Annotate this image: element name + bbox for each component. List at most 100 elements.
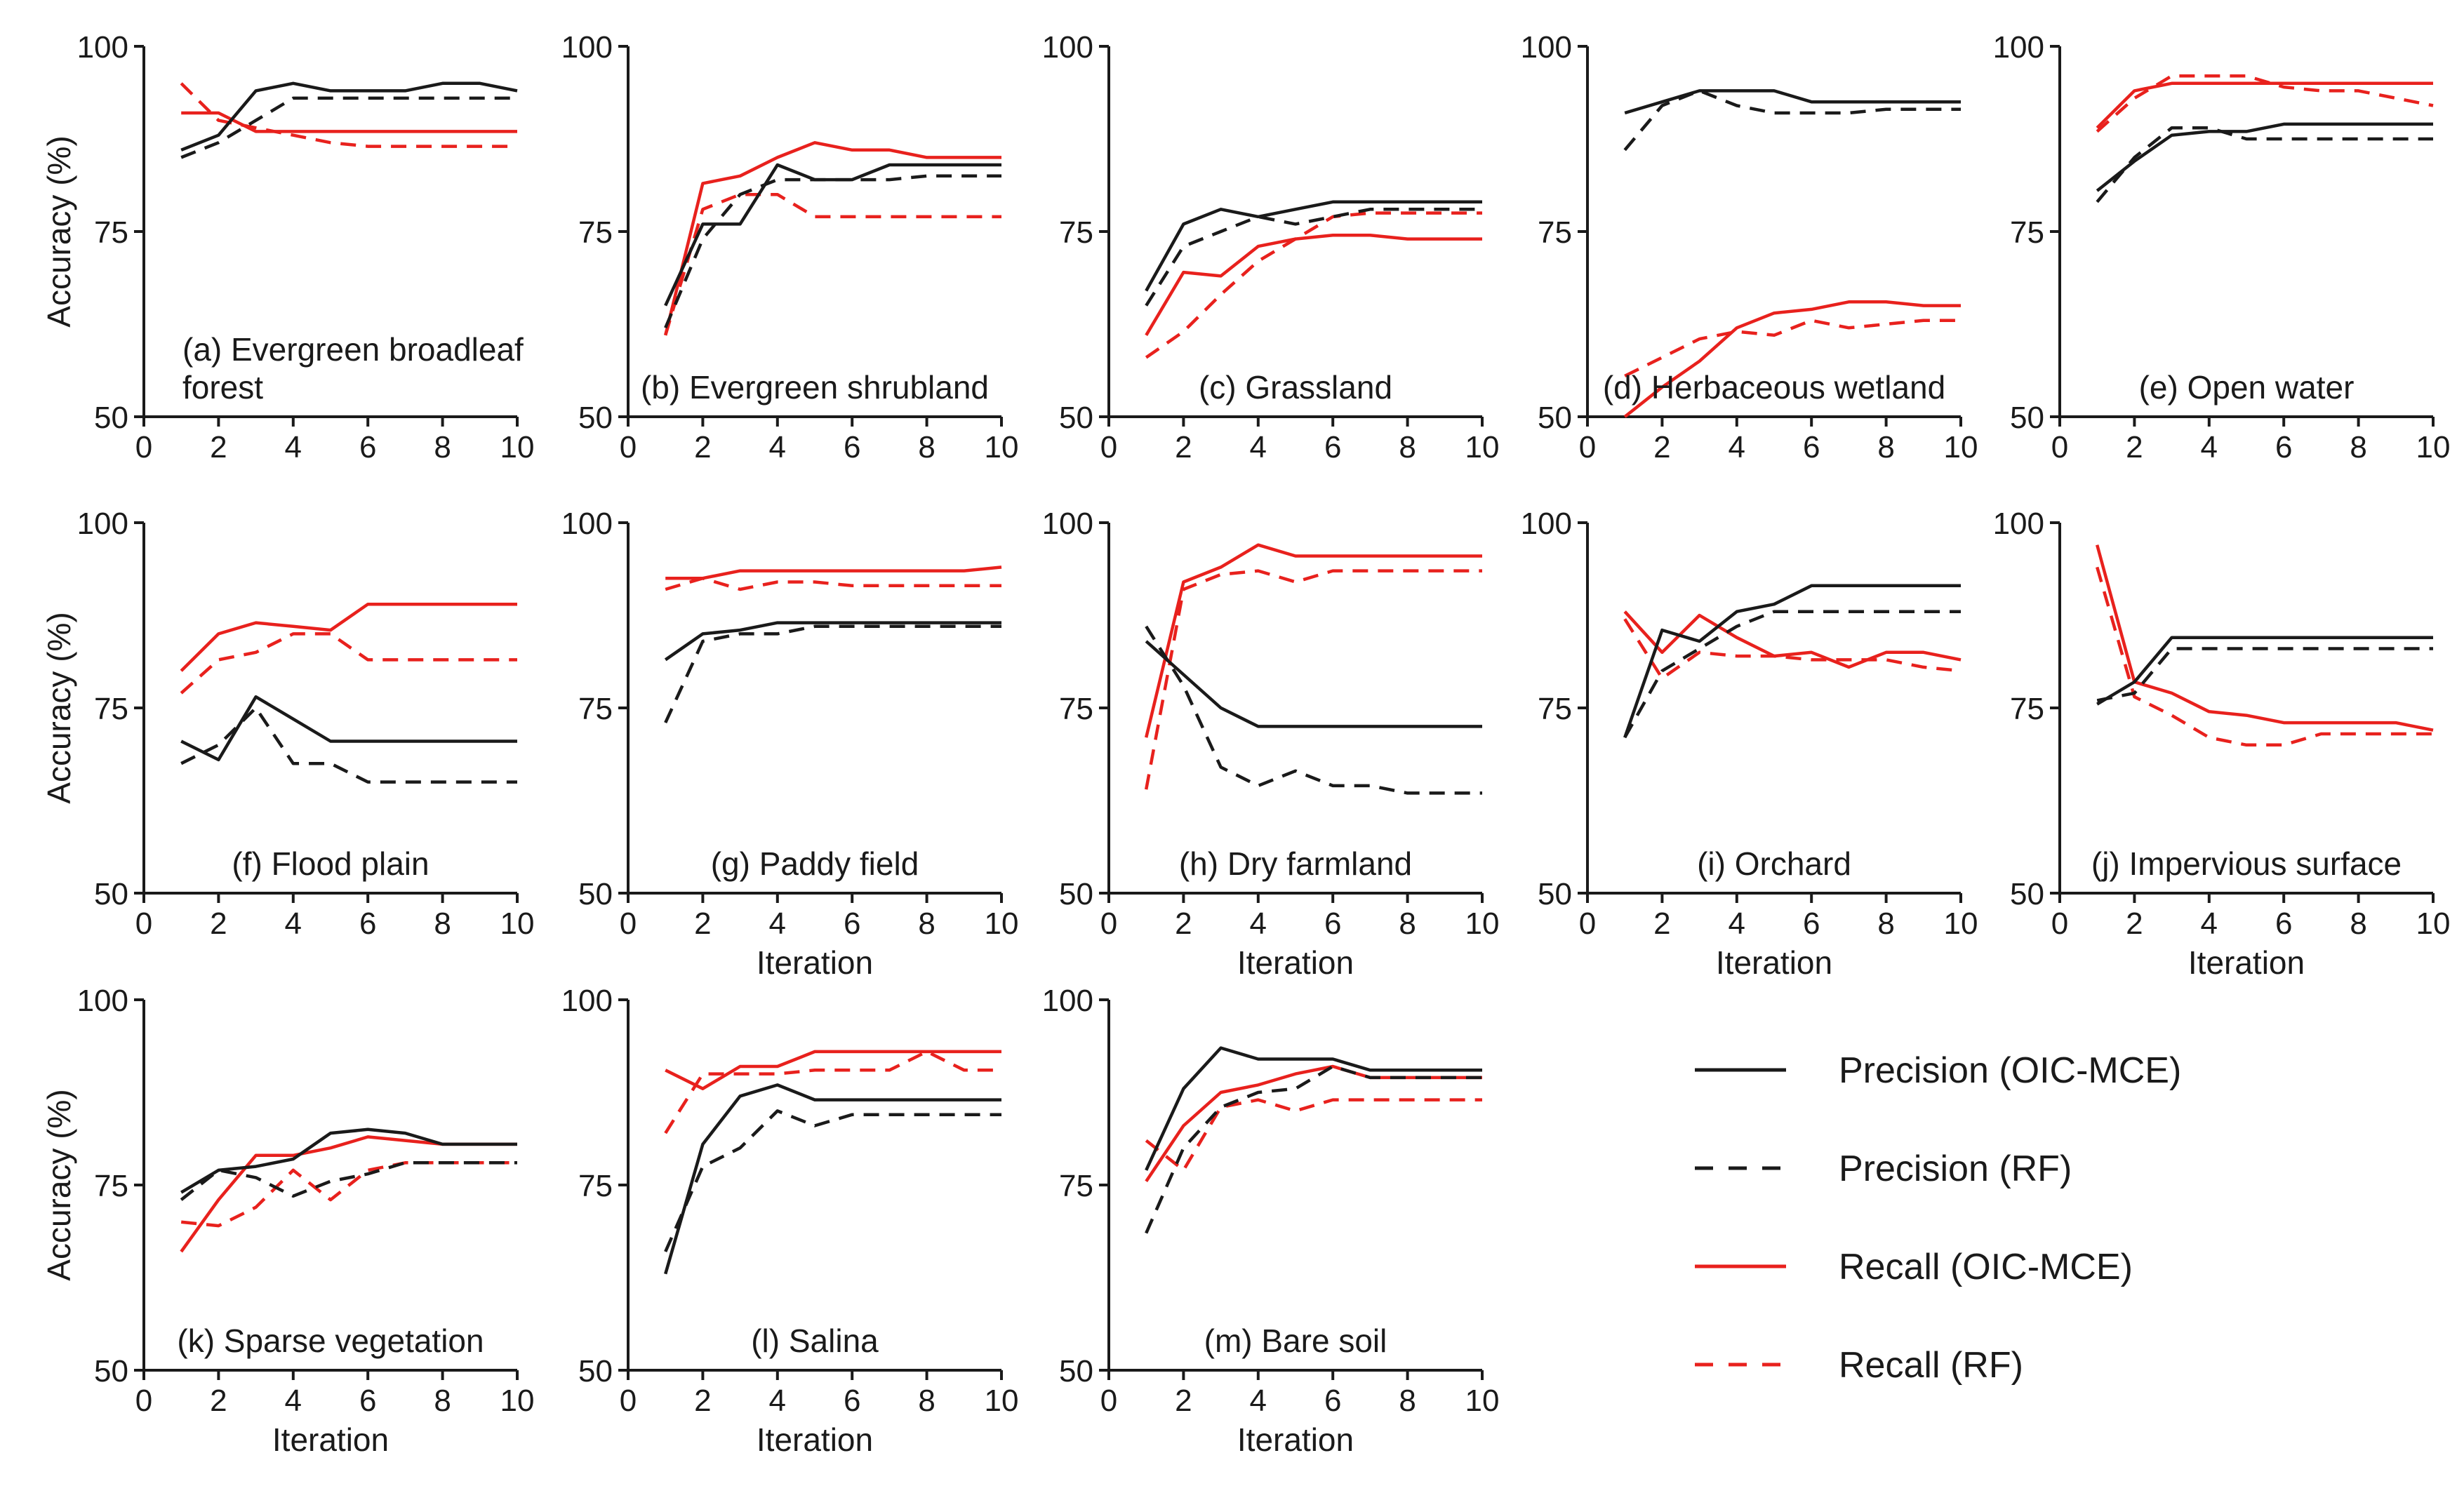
series-line-rec-rf [180,632,517,695]
x-tick-label: 10 [500,1384,535,1418]
x-axis-title: Iteration [1716,944,1832,981]
x-tick-label: 0 [620,430,637,464]
x-tick-label: 10 [1465,906,1500,941]
panel-l: 50 75 100 0 2 4 6 8 10 (l) Salina Iteration [561,984,1019,1458]
legend-item-rec-oic: Recall (OIC-MCE) [1695,1247,2133,1287]
y-tick-label: 50 [578,877,613,911]
panel-c: 50 75 100 0 2 4 6 8 10 (c) Grassland [1042,30,1500,464]
x-tick-label: 0 [620,906,637,941]
x-tick-label: 6 [359,1384,376,1418]
y-axis-title: Accuracy (%) [41,612,77,803]
series-line-prec-oic [1145,640,1482,728]
x-tick-label: 2 [210,1384,227,1418]
x-tick-label: 2 [210,906,227,941]
x-tick-label: 6 [844,906,860,941]
y-tick-label: 75 [1059,1169,1093,1203]
series-line-rec-oic [1145,1064,1482,1182]
panel-b: 50 75 100 0 2 4 6 8 10 (b) Evergreen shrubland [561,30,1019,464]
x-tick-label: 6 [844,430,860,464]
y-tick-label: 50 [94,401,128,435]
x-tick-label: 2 [694,1384,711,1418]
x-tick-label: 6 [2275,430,2292,464]
series-line-rec-oic [665,1050,1001,1090]
x-tick-label: 2 [1175,906,1192,941]
x-tick-label: 8 [2350,430,2366,464]
x-tick-label: 10 [985,1384,1019,1418]
series-line-rec-rf [2096,566,2433,747]
series-line-prec-rf [664,174,1001,329]
x-tick-label: 0 [1100,430,1117,464]
series-line-prec-oic [664,163,1001,307]
y-tick-label: 75 [578,692,613,726]
series-line-prec-rf [664,1109,1001,1252]
y-tick-label: 75 [94,692,128,726]
panel-a: 50 75 100 0 2 4 6 8 10 (a) Evergreen broadleaffor… [41,30,534,464]
series-line-prec-rf [664,624,1001,724]
x-tick-label: 6 [1324,430,1341,464]
x-tick-label: 8 [918,430,935,464]
x-tick-label: 2 [1175,430,1192,464]
x-tick-label: 10 [1944,906,1978,941]
series-line-rec-rf [1144,569,1482,790]
x-axis-title: Iteration [1237,1421,1354,1458]
y-tick-label: 100 [77,507,128,541]
y-tick-label: 100 [1042,984,1093,1018]
y-tick-label: 75 [578,215,613,250]
series-line-rec-oic [180,1135,517,1253]
y-tick-label: 75 [94,1169,128,1203]
series-line-rec-oic [664,141,1001,336]
y-tick-label: 75 [2010,215,2044,250]
x-tick-label: 6 [1803,430,1820,464]
y-axis-title: Accuracy (%) [41,1089,77,1280]
x-tick-label: 4 [2201,906,2218,941]
x-tick-label: 2 [2126,906,2143,941]
panel-label: (f) Flood plain [232,845,429,882]
x-tick-label: 6 [359,906,376,941]
panel-f: 50 75 100 0 2 4 6 8 10 (f) Flood plain Accuracy (%… [41,507,534,941]
series-line-rec-rf [1623,618,1962,681]
x-tick-label: 4 [1729,906,1745,941]
x-tick-label: 0 [1579,906,1596,941]
panel-label: (k) Sparse vegetation [177,1323,484,1359]
series-line-prec-oic [2096,122,2433,192]
series-line-prec-oic [180,695,517,762]
panel-i: 50 75 100 0 2 4 6 8 10 (i) Orchard Iteration [1521,507,1978,981]
x-axis-title: Iteration [1237,944,1354,981]
y-tick-label: 75 [94,215,128,250]
y-tick-label: 100 [561,984,613,1018]
legend: Precision (OIC-MCE) Precision (RF) Recall … [1695,1050,2181,1386]
x-tick-label: 0 [1579,430,1596,464]
panel-e: 50 75 100 0 2 4 6 8 10 (e) Open water [1993,30,2451,464]
series-line-rec-oic [1623,610,1962,669]
series-line-prec-rf [1145,1064,1482,1234]
x-tick-label: 2 [210,430,227,464]
y-tick-label: 50 [1059,401,1093,435]
y-tick-label: 75 [2010,692,2044,726]
series-line-prec-oic [1145,1046,1482,1171]
series-line-rec-rf [1145,211,1482,359]
panel-d: 50 75 100 0 2 4 6 8 10 (d) Herbaceous wetland [1521,30,1978,464]
x-tick-label: 10 [500,906,535,941]
series-line-rec-oic [665,565,1002,580]
x-axis-title: Iteration [757,944,873,981]
x-tick-label: 6 [1803,906,1820,941]
x-axis-title: Iteration [272,1421,389,1458]
series-line-prec-rf [180,706,517,784]
panel-label: (j) Impervious surface [2091,845,2402,882]
panel-label: (i) Orchard [1697,845,1851,882]
series-line-rec-rf [2096,74,2434,133]
series-line-prec-rf [180,96,517,159]
x-tick-label: 4 [769,1384,786,1418]
x-tick-label: 8 [918,1384,935,1418]
x-tick-label: 10 [500,430,535,464]
y-tick-label: 50 [2010,877,2044,911]
legend-item-prec-oic: Precision (OIC-MCE) [1695,1050,2181,1091]
series-line-rec-oic [2096,81,2433,129]
x-tick-label: 8 [1399,1384,1416,1418]
series-line-prec-oic [180,81,518,152]
y-tick-label: 100 [1042,30,1093,65]
x-tick-label: 10 [1465,1384,1500,1418]
x-tick-label: 6 [2275,906,2292,941]
y-tick-label: 50 [1059,1354,1093,1388]
legend-item-rec-rf: Recall (RF) [1695,1345,2023,1386]
